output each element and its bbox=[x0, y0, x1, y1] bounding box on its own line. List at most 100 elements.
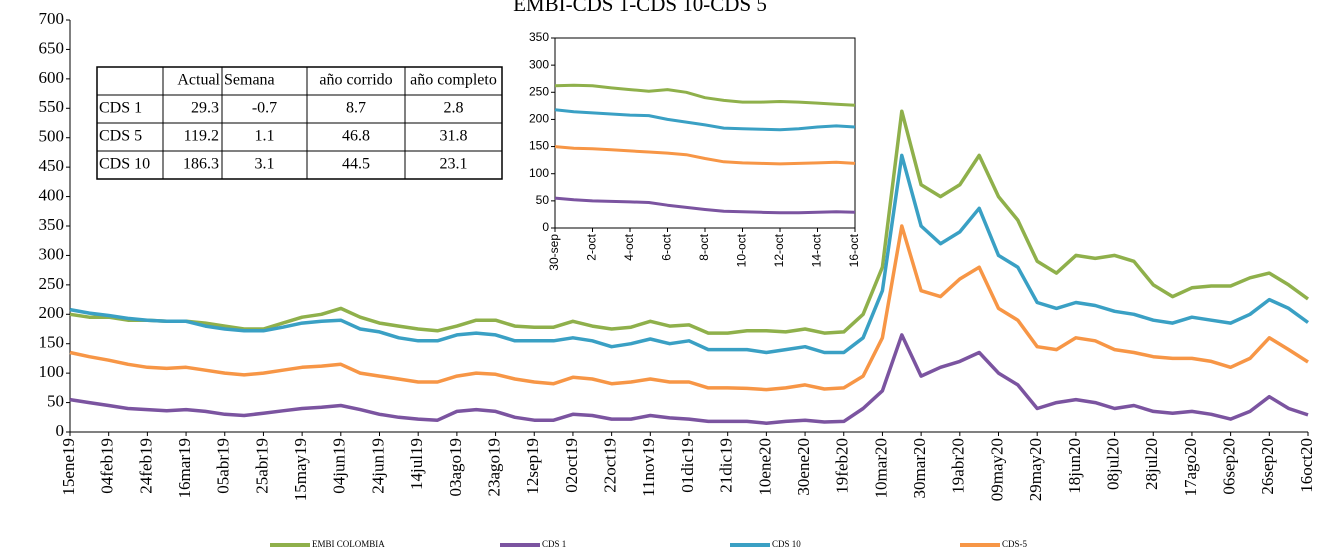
x-tick-label: 18jun20 bbox=[1065, 438, 1084, 494]
table-cell: CDS 1 bbox=[99, 100, 142, 117]
x-tick-label: 23ago19 bbox=[484, 438, 503, 497]
table-cell: 31.8 bbox=[440, 128, 468, 145]
y-tick-label: 350 bbox=[529, 30, 549, 44]
x-tick-label: 16-oct bbox=[847, 233, 861, 267]
x-tick-label: 19feb20 bbox=[833, 438, 852, 494]
x-tick-label: 21dic19 bbox=[717, 438, 736, 493]
x-tick-label: 28jul20 bbox=[1142, 438, 1161, 490]
y-tick-label: 150 bbox=[39, 333, 65, 352]
plot-0: 0501001502002503003504004505005506006507… bbox=[39, 9, 1316, 501]
y-tick-label: 50 bbox=[47, 391, 64, 410]
table-cell: 119.2 bbox=[184, 128, 219, 145]
x-tick-label: 05abr19 bbox=[214, 438, 233, 494]
y-tick-label: 550 bbox=[39, 97, 65, 116]
y-tick-label: 300 bbox=[529, 57, 549, 71]
x-tick-label: 11nov19 bbox=[639, 438, 658, 497]
series-line bbox=[69, 224, 1309, 392]
series-line bbox=[69, 333, 1309, 425]
x-tick-label: 19abr20 bbox=[949, 438, 968, 494]
x-tick-label: 24jun19 bbox=[368, 438, 387, 494]
x-tick-label: 30ene20 bbox=[794, 438, 813, 496]
x-tick-label: 8-oct bbox=[697, 233, 711, 260]
y-tick-label: 300 bbox=[39, 244, 65, 263]
x-tick-label: 14-oct bbox=[810, 233, 824, 267]
y-tick-label: 150 bbox=[529, 139, 549, 153]
x-tick-label: 06sep20 bbox=[1220, 438, 1239, 495]
series-line bbox=[69, 153, 1310, 355]
table-cell: CDS 5 bbox=[99, 128, 142, 145]
x-tick-label: 24feb19 bbox=[136, 438, 155, 494]
table-cell: 29.3 bbox=[191, 100, 219, 117]
y-tick-label: 600 bbox=[39, 68, 65, 87]
table-cell: 46.8 bbox=[342, 128, 370, 145]
x-tick-label: 01dic19 bbox=[678, 438, 697, 493]
x-tick-label: 04jun19 bbox=[330, 438, 349, 494]
x-tick-label: 2-oct bbox=[585, 233, 599, 260]
series-line bbox=[554, 196, 856, 215]
x-tick-label: 14jul19 bbox=[407, 438, 426, 490]
x-tick-label: 10-oct bbox=[735, 233, 749, 267]
y-tick-label: 450 bbox=[39, 156, 65, 175]
y-tick-label: 700 bbox=[39, 9, 65, 28]
x-tick-label: 09may20 bbox=[987, 438, 1006, 501]
table-header: Actual bbox=[177, 72, 220, 89]
table-cell: 186.3 bbox=[183, 156, 219, 173]
y-tick-label: 250 bbox=[529, 84, 549, 98]
x-tick-label: 12sep19 bbox=[523, 438, 542, 495]
x-tick-label: 25abr19 bbox=[252, 438, 271, 494]
table-cell: CDS 10 bbox=[99, 156, 150, 173]
table-cell: 8.7 bbox=[346, 100, 366, 117]
x-tick-label: 16oct20 bbox=[1297, 438, 1316, 493]
table-header: año corrido bbox=[319, 72, 392, 89]
x-tick-label: 30-sep bbox=[547, 234, 561, 271]
y-tick-label: 0 bbox=[56, 421, 65, 440]
table-cell: 23.1 bbox=[440, 156, 468, 173]
table-cell: 2.8 bbox=[444, 100, 464, 117]
x-tick-label: 15ene19 bbox=[59, 438, 78, 496]
series-line bbox=[554, 145, 856, 166]
plot-1: 0 50 100 150 200 250 300 350 30-sep 2-oct 4-oct 6-o… bbox=[529, 30, 861, 271]
plot-frame bbox=[554, 37, 856, 229]
series-line bbox=[554, 108, 856, 132]
x-tick-label: 30mar20 bbox=[910, 438, 929, 498]
x-tick-label: 02oct19 bbox=[562, 438, 581, 493]
x-tick-label: 10mar20 bbox=[871, 438, 890, 498]
y-tick-label: 400 bbox=[39, 185, 65, 204]
y-tick-label: 200 bbox=[529, 112, 549, 126]
y-tick-label: 100 bbox=[529, 166, 549, 180]
x-tick-label: 03ago19 bbox=[446, 438, 465, 497]
y-tick-label: 250 bbox=[39, 274, 65, 293]
legend-label: CDS 10 bbox=[772, 539, 801, 549]
y-tick-label: 200 bbox=[39, 303, 65, 322]
series-line bbox=[554, 83, 856, 107]
x-tick-label: 26sep20 bbox=[1258, 438, 1277, 495]
series-line bbox=[69, 109, 1310, 335]
y-tick-label: 500 bbox=[39, 127, 65, 146]
y-tick-label: 650 bbox=[39, 38, 65, 57]
legend-label: EMBI COLOMBIA bbox=[312, 539, 385, 549]
x-tick-label: 10ene20 bbox=[755, 438, 774, 496]
x-tick-label: 6-oct bbox=[660, 233, 674, 260]
chart-title: EMBI-CDS 1-CDS 10-CDS 5 bbox=[513, 0, 767, 16]
x-tick-label: 16mar19 bbox=[175, 438, 194, 498]
table-header: año completo bbox=[410, 72, 497, 89]
x-tick-label: 17ago20 bbox=[1181, 438, 1200, 497]
y-tick-label: 50 bbox=[536, 193, 550, 207]
x-tick-label: 22oct19 bbox=[601, 438, 620, 493]
y-tick-label: 0 bbox=[542, 220, 549, 234]
x-tick-label: 12-oct bbox=[772, 233, 786, 267]
table-cell: 44.5 bbox=[342, 156, 370, 173]
x-tick-label: 04feb19 bbox=[98, 438, 117, 494]
x-tick-label: 15may19 bbox=[291, 438, 310, 501]
x-tick-label: 4-oct bbox=[622, 233, 636, 260]
table-cell: 1.1 bbox=[255, 128, 275, 145]
table-cell: 3.1 bbox=[255, 156, 275, 173]
x-tick-label: 29may20 bbox=[1026, 438, 1045, 501]
y-tick-label: 350 bbox=[39, 215, 65, 234]
legend-label: CDS 1 bbox=[542, 539, 566, 549]
table-cell: -0.7 bbox=[252, 100, 277, 117]
y-tick-label: 100 bbox=[39, 362, 65, 381]
table-header: Semana bbox=[224, 72, 275, 89]
x-tick-label: 08jul20 bbox=[1103, 438, 1122, 490]
